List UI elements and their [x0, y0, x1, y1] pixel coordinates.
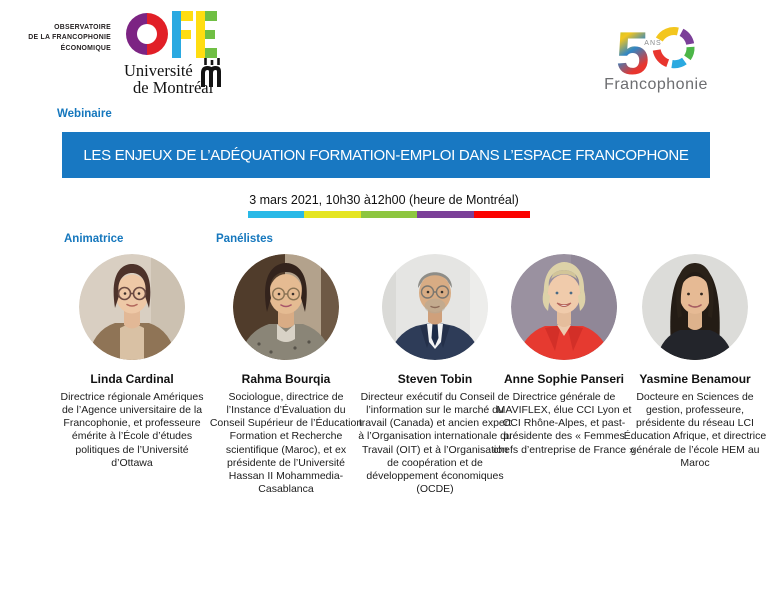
udem-flame-icon: [201, 58, 221, 87]
udem-line: de Montréal: [133, 78, 214, 98]
person-bio: Directrice régionale Amériques de l’Agen…: [60, 391, 204, 469]
ofe-letter-e: [196, 11, 205, 58]
webinar-title: LES ENJEUX DE L’ADÉQUATION FORMATION-EMP…: [83, 146, 689, 164]
panelists-label: Panélistes: [216, 233, 273, 245]
observatory-wordmark: OBSERVATOIRE DE LA FRANCOPHONIE ÉCONOMIQ…: [6, 23, 111, 54]
observatory-line: ÉCONOMIQUE: [60, 44, 111, 52]
francophonie-50-logo: 5 ANS Francophonie: [604, 20, 708, 93]
ofe-letter-o: [126, 13, 168, 55]
person-name: Steven Tobin: [397, 372, 473, 386]
webinar-datetime: 3 mars 2021, 10h30 à12h00 (heure de Mont…: [249, 193, 519, 207]
person-bio: Docteure en Sciences de gestion, profess…: [623, 391, 767, 469]
person-bio: Directeur exécutif du Conseil de l’infor…: [358, 391, 512, 495]
udem-line: Université: [124, 61, 193, 80]
person-name: Rahma Bourqia: [241, 372, 331, 386]
person-bio: Sociologue, directrice de l’Instance d’É…: [209, 391, 363, 495]
person-bio: Directrice générale de MAVIFLEX, élue CC…: [493, 391, 635, 456]
title-banner: LES ENJEUX DE L’ADÉQUATION FORMATION-EMP…: [62, 132, 710, 178]
observatory-line: OBSERVATOIRE: [54, 24, 111, 31]
ofe-letter-f: [172, 11, 181, 58]
udem-wordmark: Université de Montréal: [124, 62, 213, 97]
avatar-photo: [642, 254, 748, 360]
anniversary-zero-ring: [652, 27, 695, 69]
person-card: Steven Tobin Directeur exécutif du Conse…: [358, 254, 512, 496]
person-card: Linda Cardinal Directrice régionale Amér…: [57, 254, 207, 470]
avatar-photo: [511, 254, 617, 360]
rainbow-underline: [248, 211, 531, 218]
avatar-photo: [79, 254, 185, 360]
person-name: Linda Cardinal: [90, 372, 174, 386]
anniversary-brand: Francophonie: [604, 76, 708, 93]
avatar-photo: [233, 254, 339, 360]
person-card: Anne Sophie Panseri Directrice générale …: [490, 254, 638, 457]
moderator-label: Animatrice: [64, 233, 124, 245]
person-card: Yasmine Benamour Docteure en Sciences de…: [622, 254, 768, 470]
observatory-line: DE LA FRANCOPHONIE: [28, 34, 111, 42]
anniversary-number: 5: [616, 20, 649, 87]
ofe-logo: [126, 11, 221, 61]
webinaire-label: Webinaire: [57, 108, 112, 120]
avatar-photo: [382, 254, 488, 360]
person-name: Yasmine Benamour: [639, 372, 751, 386]
person-card: Rahma Bourqia Sociologue, directrice de …: [209, 254, 363, 496]
anniversary-ans: ANS: [644, 40, 661, 47]
person-name: Anne Sophie Panseri: [503, 372, 625, 386]
